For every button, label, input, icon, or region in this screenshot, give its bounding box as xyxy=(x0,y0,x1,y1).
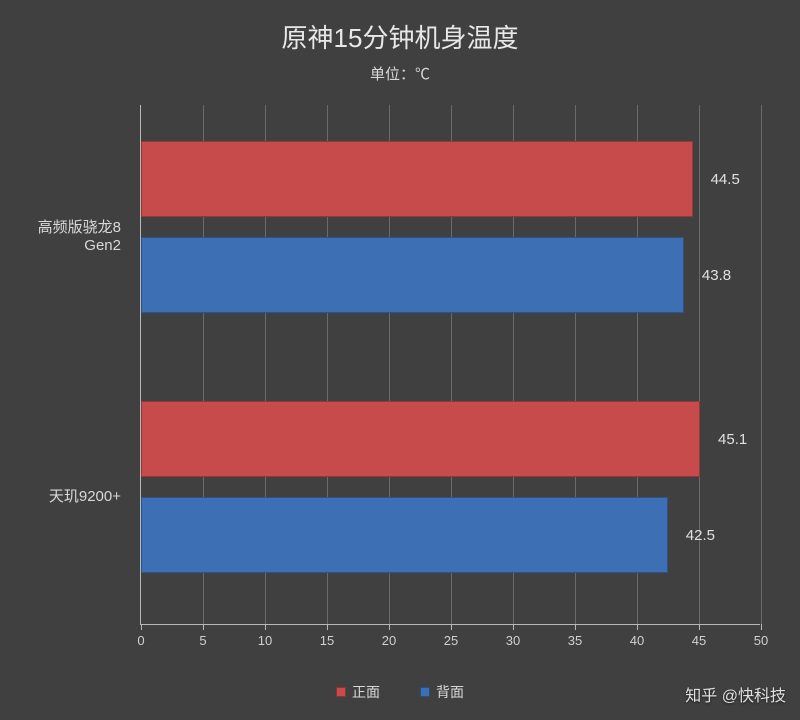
category-label: 高频版骁龙8 Gen2 xyxy=(1,105,131,365)
chart-subtitle: 单位：℃ xyxy=(0,55,800,84)
x-tick-label: 15 xyxy=(320,633,334,648)
legend-item-back: 背面 xyxy=(420,682,464,702)
chart-container: 原神15分钟机身温度 单位：℃ 0 5 10 15 20 25 30 35 40 45 50 高频版骁… xyxy=(0,0,800,720)
x-tick-label: 10 xyxy=(258,633,272,648)
x-tick-label: 50 xyxy=(754,633,768,648)
legend-swatch-back xyxy=(420,687,430,697)
bar-value-front: 45.1 xyxy=(718,402,747,476)
legend-swatch-front xyxy=(336,687,346,697)
legend-item-front: 正面 xyxy=(336,682,380,702)
x-tick-label: 20 xyxy=(382,633,396,648)
x-tick xyxy=(761,624,762,630)
x-tick-label: 25 xyxy=(444,633,458,648)
bar-back: 42.5 xyxy=(141,497,668,573)
legend-label-front: 正面 xyxy=(352,682,380,702)
bar-front: 45.1 xyxy=(141,401,700,477)
x-tick-label: 35 xyxy=(568,633,582,648)
legend-label-back: 背面 xyxy=(436,682,464,702)
category-label: 天玑9200+ xyxy=(1,365,131,625)
legend: 正面 背面 xyxy=(0,682,800,702)
x-tick-label: 45 xyxy=(692,633,706,648)
category-group: 天玑9200+45.142.5 xyxy=(141,365,760,625)
x-tick-label: 0 xyxy=(137,633,144,648)
bar-value-back: 43.8 xyxy=(702,238,731,312)
x-tick-label: 5 xyxy=(199,633,206,648)
watermark-text: 知乎 @快科技 xyxy=(685,682,786,706)
bar-front: 44.5 xyxy=(141,141,693,217)
plot-area: 05101520253035404550高频版骁龙8 Gen244.543.8天… xyxy=(140,105,760,625)
chart-title: 原神15分钟机身温度 xyxy=(0,0,800,55)
x-tick-label: 40 xyxy=(630,633,644,648)
x-tick-label: 30 xyxy=(506,633,520,648)
bar-back: 43.8 xyxy=(141,237,684,313)
category-group: 高频版骁龙8 Gen244.543.8 xyxy=(141,105,760,365)
bar-value-back: 42.5 xyxy=(686,498,715,572)
bar-value-front: 44.5 xyxy=(711,142,740,216)
grid-line xyxy=(761,105,762,624)
